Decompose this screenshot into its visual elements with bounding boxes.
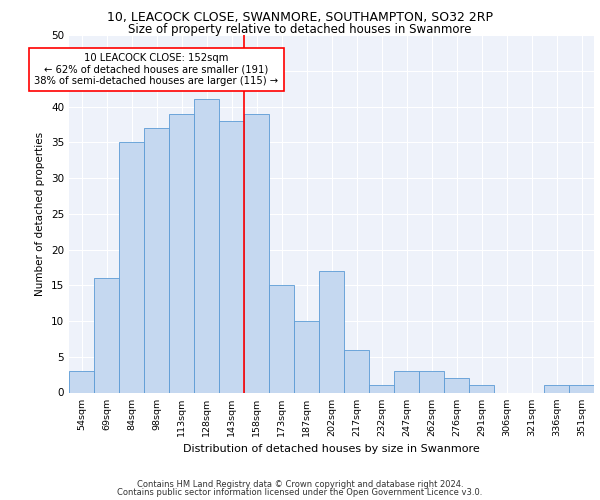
Bar	[144, 128, 169, 392]
Bar	[119, 142, 144, 392]
Bar	[294, 321, 319, 392]
Bar	[194, 100, 219, 393]
Bar	[469, 386, 494, 392]
Bar	[419, 371, 444, 392]
Text: Size of property relative to detached houses in Swanmore: Size of property relative to detached ho…	[128, 22, 472, 36]
Bar	[269, 285, 294, 393]
Text: Contains public sector information licensed under the Open Government Licence v3: Contains public sector information licen…	[118, 488, 482, 497]
Text: 10 LEACOCK CLOSE: 152sqm
← 62% of detached houses are smaller (191)
38% of semi-: 10 LEACOCK CLOSE: 152sqm ← 62% of detach…	[34, 53, 278, 86]
Bar	[169, 114, 194, 392]
Text: 10, LEACOCK CLOSE, SWANMORE, SOUTHAMPTON, SO32 2RP: 10, LEACOCK CLOSE, SWANMORE, SOUTHAMPTON…	[107, 11, 493, 24]
Bar	[244, 114, 269, 392]
Bar	[544, 386, 569, 392]
Bar	[219, 121, 244, 392]
Bar	[319, 271, 344, 392]
X-axis label: Distribution of detached houses by size in Swanmore: Distribution of detached houses by size …	[183, 444, 480, 454]
Bar	[394, 371, 419, 392]
Text: Contains HM Land Registry data © Crown copyright and database right 2024.: Contains HM Land Registry data © Crown c…	[137, 480, 463, 489]
Bar	[69, 371, 94, 392]
Bar	[94, 278, 119, 392]
Bar	[569, 386, 594, 392]
Bar	[444, 378, 469, 392]
Y-axis label: Number of detached properties: Number of detached properties	[35, 132, 46, 296]
Bar	[344, 350, 369, 393]
Bar	[369, 386, 394, 392]
